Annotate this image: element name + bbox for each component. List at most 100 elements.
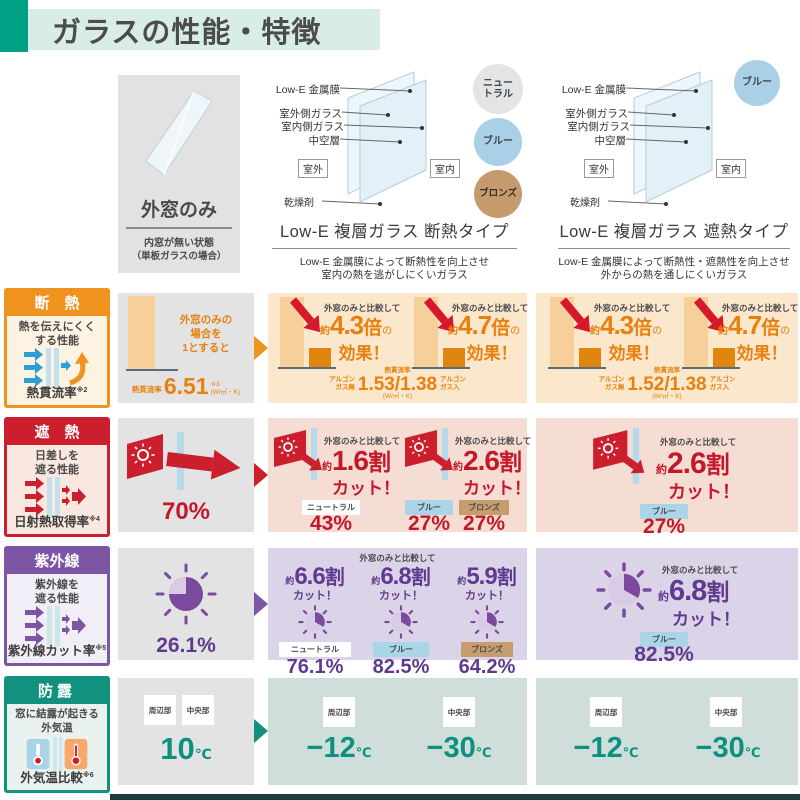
particle: の — [652, 326, 663, 337]
compare-note: 外窓のみと比較して — [324, 436, 401, 446]
cut-word: カット！ — [672, 610, 740, 629]
chip-bronze: ブロンズ — [461, 642, 513, 657]
uv-item: 約6.6割 カット！ ニュートラル 76.1% — [276, 561, 354, 678]
next-arrow-insulation — [254, 336, 268, 360]
uv-desc-2: 遮る性能 — [35, 593, 79, 606]
uv-right-cell: 外窓のみと比較して 約6.8割 カット！ ブルー 82.5% — [536, 548, 798, 666]
label-desiccant: 乾燥剤 — [284, 198, 314, 209]
temp-number: −12 — [573, 732, 623, 764]
effect-word: 効果！ — [466, 344, 518, 363]
insulation-row-card: 断 熱 熱を伝えにくく する性能 熱貫流率※2 — [4, 288, 110, 408]
page-title-banner: ガラスの性能・特徴 — [28, 9, 380, 50]
chip-neutral: ニュートラル — [302, 500, 360, 515]
shading-metric: 日射熱取得率 — [14, 515, 90, 529]
compare-note: 外窓のみと比較して — [662, 565, 739, 575]
shading-row-title: 遮 熱 — [7, 420, 107, 445]
insulation-mid-cell: 外窓のみと比較して 約4.3倍の 効果！ 外窓のみと比較して 約4.7倍の 効果… — [268, 293, 528, 403]
temp-unit: ℃ — [355, 745, 372, 760]
times-unit: 倍 — [363, 318, 383, 339]
position-chip: 周辺部 — [590, 697, 622, 727]
uv-mid-cell: 外窓のみと比較して 約6.6割 カット！ ニュートラル 76.1% 約6.8割 … — [268, 548, 527, 678]
outer-only-panel: 外窓のみ 内窓が無い状態 （単板ガラスの場合） — [118, 75, 240, 273]
uv-row-title: 紫外線 — [7, 549, 107, 574]
dew-desc-2: 外気温 — [41, 721, 73, 734]
chip-value: 27% — [462, 512, 506, 535]
uv-pie-icon — [298, 605, 332, 639]
short-bar — [309, 348, 331, 367]
compare-note: 外窓のみと比較して — [722, 303, 799, 313]
compare-note: 外窓のみと比較して — [324, 303, 401, 313]
u-value-numbers: 1.52/1.38 — [627, 373, 707, 395]
temp-unit: ℃ — [194, 746, 212, 762]
insulation-type-desc-2: 室内の熱を逃がしにくいガラス — [321, 269, 468, 281]
temp-unit: ℃ — [744, 745, 761, 760]
next-arrow-shading — [254, 463, 268, 487]
wari-unit: 割 — [705, 452, 730, 479]
cut-number: 6.8 — [380, 563, 411, 590]
dew-right-cell: 周辺部 −12℃ 中央部 −30℃ — [536, 678, 798, 785]
compare-note: 外窓のみと比較して — [455, 436, 532, 446]
argon-with-2: ガス入 — [709, 384, 730, 391]
uv-item: 約5.9割 カット！ ブロンズ 64.2% — [448, 561, 526, 678]
double-glass-pane-drawing — [321, 71, 427, 206]
label-inner-glass: 室内側ガラス — [281, 121, 344, 133]
temp-number: 10 — [160, 731, 195, 766]
sun-through-glass-icon — [127, 432, 245, 492]
base-temp: 10℃ — [118, 731, 254, 767]
chip-neutral: ニュートラル — [279, 642, 351, 657]
effect-word: 効果！ — [736, 344, 788, 363]
heat-flow-icon — [24, 348, 89, 388]
swatch-blue-label: ブルー — [483, 136, 513, 148]
position-chip: 周辺部 — [323, 697, 355, 727]
u-value-line: アルゴン ガス無 熱貫流率 1.53/1.38 (W/㎡・K) アルゴン ガス入 — [268, 367, 527, 400]
center-temp: −30℃ — [413, 732, 505, 765]
cut-value: 約2.6割 — [656, 445, 730, 481]
wari-unit: 割 — [706, 579, 730, 605]
base-u-value: 熱貫流率 6.51 ※3 (W/㎡・K) — [118, 375, 254, 398]
chip-value: 82.5% — [634, 643, 694, 666]
temp-number: −30 — [426, 732, 476, 764]
chip-value: 27% — [642, 515, 686, 538]
label-inside: 室内 — [716, 159, 746, 178]
uv-pie-icon — [470, 605, 504, 639]
chip-value: 43% — [309, 512, 353, 535]
baseline — [412, 367, 470, 369]
base-u-unit: (W/㎡・K) — [210, 388, 241, 396]
chip-blue: ブルー — [373, 642, 429, 657]
label-outside: 室外 — [584, 159, 614, 178]
cut-word: カット！ — [332, 479, 400, 498]
center-temp: −30℃ — [680, 732, 776, 765]
sun-panel-icon — [592, 428, 652, 490]
compare-note: 外窓のみと比較して — [594, 303, 671, 313]
temp-number: −30 — [695, 732, 745, 764]
short-bar — [579, 348, 601, 367]
approx: 約 — [457, 576, 467, 586]
swatch-neutral-label-1: ニュー — [483, 77, 513, 89]
chip-blue: ブルー — [640, 504, 688, 519]
dew-row-title: 防露 — [7, 679, 107, 704]
swatch-bronze: ブロンズ — [474, 170, 522, 218]
label-inner-glass: 室内側ガラス — [567, 121, 630, 133]
uv-pie-icon — [384, 605, 418, 639]
base-u-label: 熱貫流率 — [131, 385, 162, 394]
dew-base-cell: 周辺部 中央部 10℃ — [118, 678, 254, 785]
factor-number: 4.3 — [600, 310, 634, 340]
dew-metric: 外気温比較 — [20, 771, 83, 785]
shading-desc-2: 遮る性能 — [35, 464, 79, 477]
chip-blue: ブルー — [640, 632, 688, 647]
wari-unit: 割 — [324, 567, 345, 589]
wari-unit: 割 — [498, 449, 522, 475]
base-note: 外窓のみの 場合を 1とすると — [162, 313, 250, 356]
next-section-edge — [110, 794, 800, 800]
position-chip: 中央部 — [443, 697, 475, 727]
page-title: ガラスの性能・特徴 — [52, 16, 322, 49]
chip-value: 76.1% — [286, 656, 344, 678]
uv-block-icon — [25, 606, 86, 646]
cut-number: 2.6 — [667, 447, 707, 480]
cut-word: カット！ — [668, 482, 740, 502]
chip-value: 64.2% — [458, 656, 516, 678]
label-inside: 室内 — [430, 159, 460, 178]
argon-with-1: アルゴン — [440, 376, 466, 384]
factor-number: 4.7 — [728, 310, 762, 340]
